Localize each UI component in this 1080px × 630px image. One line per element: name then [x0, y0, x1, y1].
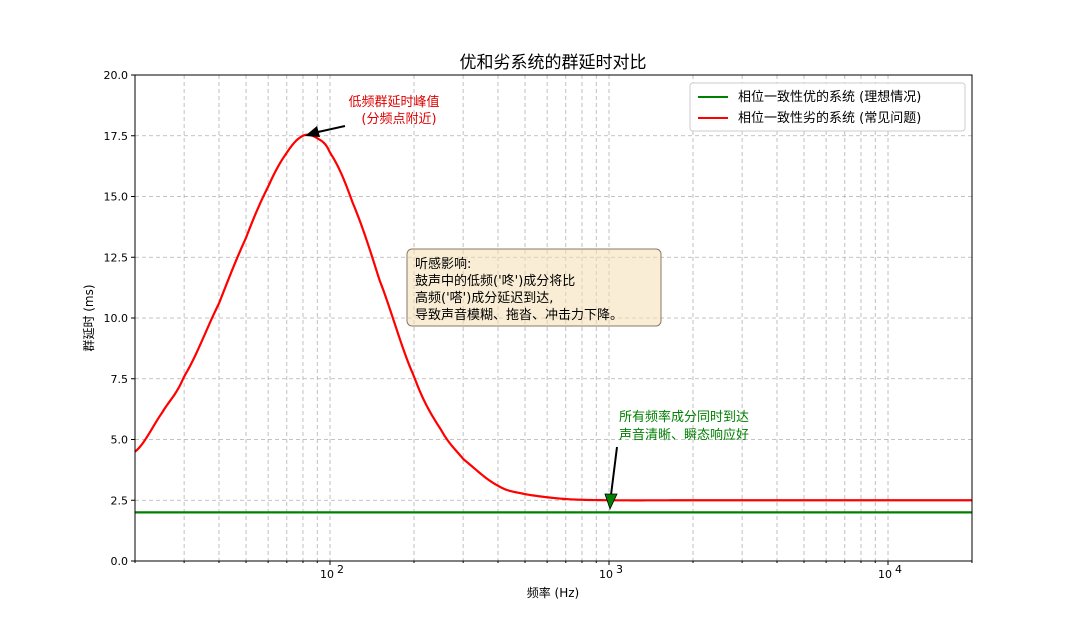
x-tick-label: 10 — [878, 568, 892, 581]
x-tick-label: 10 — [599, 568, 613, 581]
grid-lines — [134, 74, 973, 562]
annotation-ideal-arrow-shaft — [610, 446, 618, 496]
y-tick-label: 7.5 — [111, 373, 129, 386]
annotation-peak-arrow-shaft — [317, 125, 346, 133]
legend-label-good: 相位一致性优的系统 (理想情况) — [738, 89, 921, 105]
x-tick-label: 10 — [320, 568, 334, 581]
annotation-ideal-line1: 所有频率成分同时到达 — [619, 409, 749, 425]
chart-title: 优和劣系统的群延时对比 — [460, 53, 647, 73]
annotation-peak-arrowhead — [305, 126, 320, 137]
effect-line4: 导致声音模糊、拖沓、冲击力下降。 — [415, 307, 623, 323]
y-tick-label: 0.0 — [111, 555, 129, 568]
y-tick-label: 15.0 — [104, 191, 129, 204]
annotation-ideal-line2: 声音清晰、瞬态响应好 — [619, 427, 749, 443]
effect-box — [406, 248, 662, 327]
x-tick-label-exponent: 2 — [337, 563, 344, 576]
annotation-peak: 低频群延时峰值 (分频点附近) — [305, 94, 440, 137]
y-tick-label: 12.5 — [104, 251, 129, 264]
x-tick-label-exponent: 4 — [895, 563, 902, 576]
y-tick-label: 5.0 — [111, 434, 129, 447]
y-tick-label: 20.0 — [104, 69, 129, 82]
y-tick-label: 10.0 — [104, 312, 129, 325]
legend-box — [689, 82, 966, 132]
annotation-peak-line2: (分频点附近) — [361, 112, 436, 127]
y-tick-label: 17.5 — [104, 130, 129, 143]
x-tick-label-exponent: 3 — [616, 563, 623, 576]
y-axis-ticks: 0.0 2.5 5.0 7.5 10.0 12.5 15.0 17.5 20.0 — [104, 69, 135, 568]
legend: 相位一致性优的系统 (理想情况) 相位一致性劣的系统 (常见问题) — [689, 82, 966, 132]
series-lines — [134, 133, 972, 514]
annotation-ideal: 所有频率成分同时到达 声音清晰、瞬态响应好 — [604, 409, 749, 511]
y-axis-label: 群延时 (ms) — [82, 284, 96, 351]
annotation-effect: 听感影响: 鼓声中的低频('咚')成分将比 高频('嗒')成分延迟到达, 导致声… — [406, 248, 662, 327]
x-axis-ticks: 10 2 10 3 10 4 — [134, 561, 973, 581]
annotation-ideal-arrowhead — [604, 493, 618, 511]
legend-label-bad: 相位一致性劣的系统 (常见问题) — [738, 110, 921, 126]
series-line-bad — [134, 133, 972, 502]
y-tick-label: 2.5 — [111, 494, 129, 507]
effect-line1: 听感影响: — [415, 256, 471, 272]
effect-line2: 鼓声中的低频('咚')成分将比 — [415, 273, 575, 289]
annotation-peak-line1: 低频群延时峰值 — [348, 94, 439, 110]
effect-line3: 高频('嗒')成分延迟到达, — [415, 290, 553, 306]
x-axis-label: 频率 (Hz) — [527, 585, 580, 600]
